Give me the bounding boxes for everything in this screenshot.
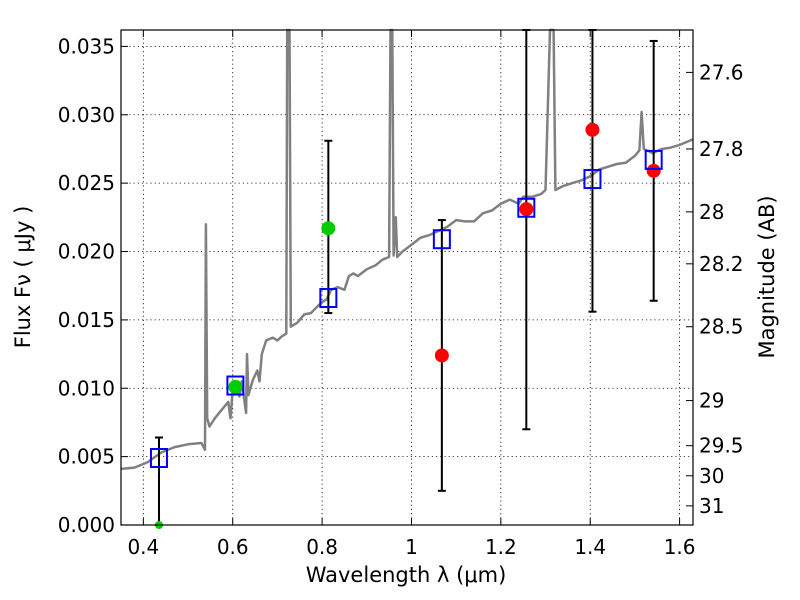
x-tick-label: 1 [405,535,418,559]
magnitude-tick-label: 28 [699,200,724,224]
model-photometry-point [583,169,602,190]
y-tick-label: 0.030 [58,103,115,127]
flux-point [321,221,336,236]
plot-frame [120,29,694,526]
flux-point [646,163,661,178]
y-tick-label: 0.010 [58,376,115,400]
x-tick-label: 1.6 [664,535,696,559]
y-tick-label: 0.035 [58,34,115,58]
x-axis-title: Wavelength λ (μm) [306,563,507,587]
flux-point [585,122,600,137]
y-tick-label: 0.015 [58,308,115,332]
spectrum-layer [120,28,694,471]
y-axis-ticks: 0.000 0.005 0.010 0.015 0.020 0.025 0.030 0.035 [58,34,128,537]
magnitude-tick-label: 28.5 [699,315,744,339]
magnitude-tick-label: 31 [699,494,724,518]
x-tick-label: 0.4 [127,535,159,559]
x-axis-ticks: 0.4 0.6 0.8 1 1.2 1.4 1.6 [127,30,696,559]
magnitude-axis-ticks: 27.6 27.8 28 28.2 28.5 29 29.5 30 31 [686,60,744,518]
magnitude-tick-label: 29.5 [699,434,744,458]
x-tick-label: 0.6 [217,535,249,559]
model-photometry-point [149,447,168,468]
right-axis-title: Magnitude (AB) [755,195,779,358]
model-photometry-point [517,197,536,218]
flux-point [434,348,449,363]
model-photometry-point [226,375,245,396]
magnitude-tick-label: 30 [699,464,724,488]
model-photometry-point [644,149,663,170]
error-bar-layer [154,29,658,526]
magnitude-tick-label: 27.6 [699,60,744,84]
flux-point [228,379,243,394]
y-tick-label: 0.000 [58,513,115,537]
marker-layer [149,122,663,529]
magnitude-tick-label: 29 [699,389,724,413]
magnitude-tick-label: 27.8 [699,137,744,161]
spectrum-line [120,28,694,471]
y-tick-label: 0.025 [58,171,115,195]
x-tick-label: 1.2 [485,535,517,559]
y-tick-label: 0.005 [58,445,115,469]
model-photometry-point [319,288,338,309]
model-photometry-point [432,229,451,250]
magnitude-tick-label: 28.2 [699,252,744,276]
x-tick-label: 0.8 [306,535,338,559]
x-tick-label: 1.4 [574,535,606,559]
flux-point [519,202,534,217]
y-tick-label: 0.020 [58,240,115,264]
y-axis-title: Flux Fν ( μJy ) [11,206,35,349]
